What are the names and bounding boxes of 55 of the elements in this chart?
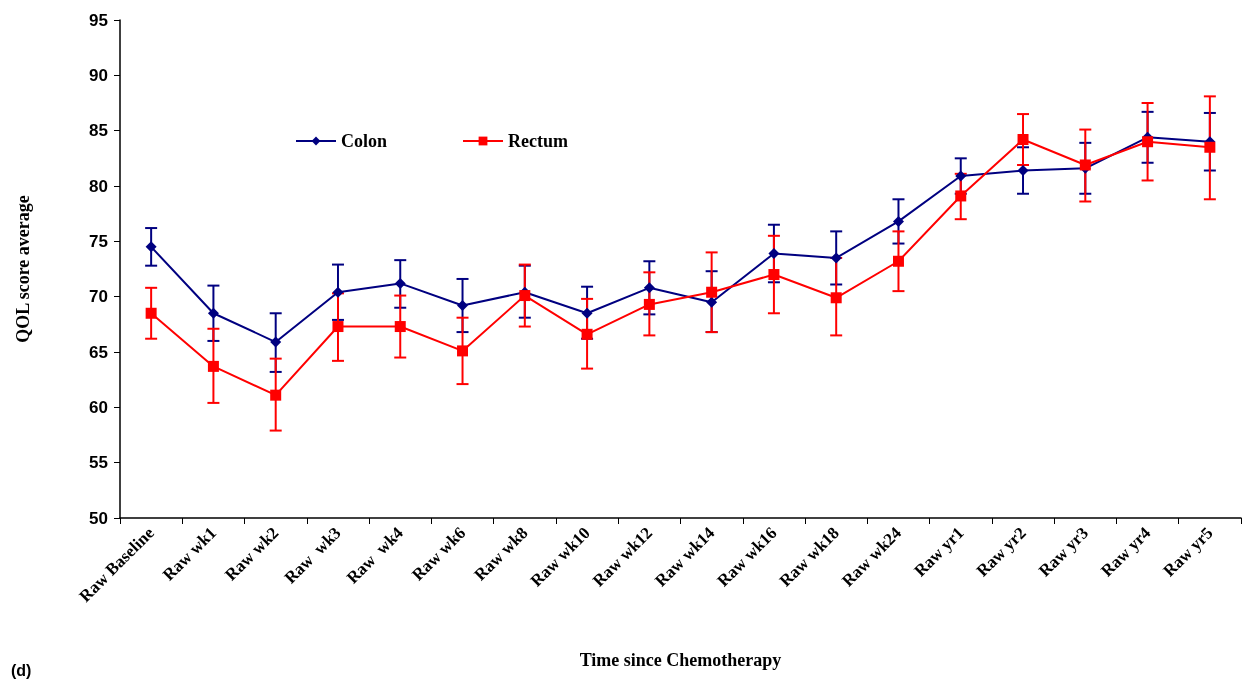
y-tick-label: 50 (89, 508, 108, 528)
legend-label: Rectum (508, 131, 568, 151)
point (643, 282, 655, 294)
x-tick-label: Raw wk3 (280, 523, 345, 588)
legend-label: Colon (341, 131, 388, 151)
x-tick-label: Raw wk2 (221, 523, 283, 585)
point (892, 255, 904, 267)
y-tick-label: 70 (89, 287, 108, 307)
point (145, 241, 157, 253)
x-tick-label: Raw wk4 (342, 522, 408, 588)
y-tick-label: 75 (89, 231, 108, 251)
point (207, 360, 219, 372)
x-tick-label: Raw wk6 (408, 523, 470, 585)
point (145, 307, 157, 319)
point (706, 296, 718, 308)
point (955, 170, 967, 182)
text: (d) (11, 661, 32, 679)
point (457, 345, 469, 357)
point (1204, 141, 1216, 153)
point (394, 277, 406, 289)
y-tick-label: 55 (89, 453, 108, 473)
x-tick-label: Raw yr5 (1159, 523, 1217, 581)
x-tick-label: Raw yr4 (1097, 522, 1155, 581)
x-axis-title: Time since Chemotherapy (579, 650, 782, 670)
y-tick-label: 60 (89, 397, 108, 417)
point (519, 290, 531, 302)
point (706, 286, 718, 298)
point (332, 321, 344, 333)
x-tick-label: Raw yr3 (1034, 523, 1093, 581)
point (457, 300, 469, 312)
y-axis-title: QOL score average (13, 195, 33, 343)
point (955, 190, 967, 202)
point (394, 321, 406, 333)
point (581, 307, 593, 319)
y-tick-label: 95 (89, 10, 108, 30)
point (581, 328, 593, 340)
point (207, 307, 219, 319)
y-tick-label: 80 (89, 176, 108, 196)
point (768, 269, 780, 281)
x-tick-label: Raw yr2 (972, 523, 1030, 581)
point (830, 292, 842, 304)
point (830, 252, 842, 264)
y-tick-label: 65 (89, 342, 108, 362)
x-tick-label: Raw wk1 (158, 523, 221, 585)
point (1142, 136, 1154, 148)
y-tick-label: 90 (89, 65, 108, 85)
point (768, 248, 780, 260)
point (332, 286, 344, 298)
x-tick-label: Raw yr1 (910, 523, 968, 581)
point (270, 389, 282, 401)
point (892, 215, 904, 227)
point (1017, 134, 1029, 146)
y-tick-label: 85 (89, 121, 108, 141)
point (643, 298, 655, 310)
point (270, 336, 282, 348)
